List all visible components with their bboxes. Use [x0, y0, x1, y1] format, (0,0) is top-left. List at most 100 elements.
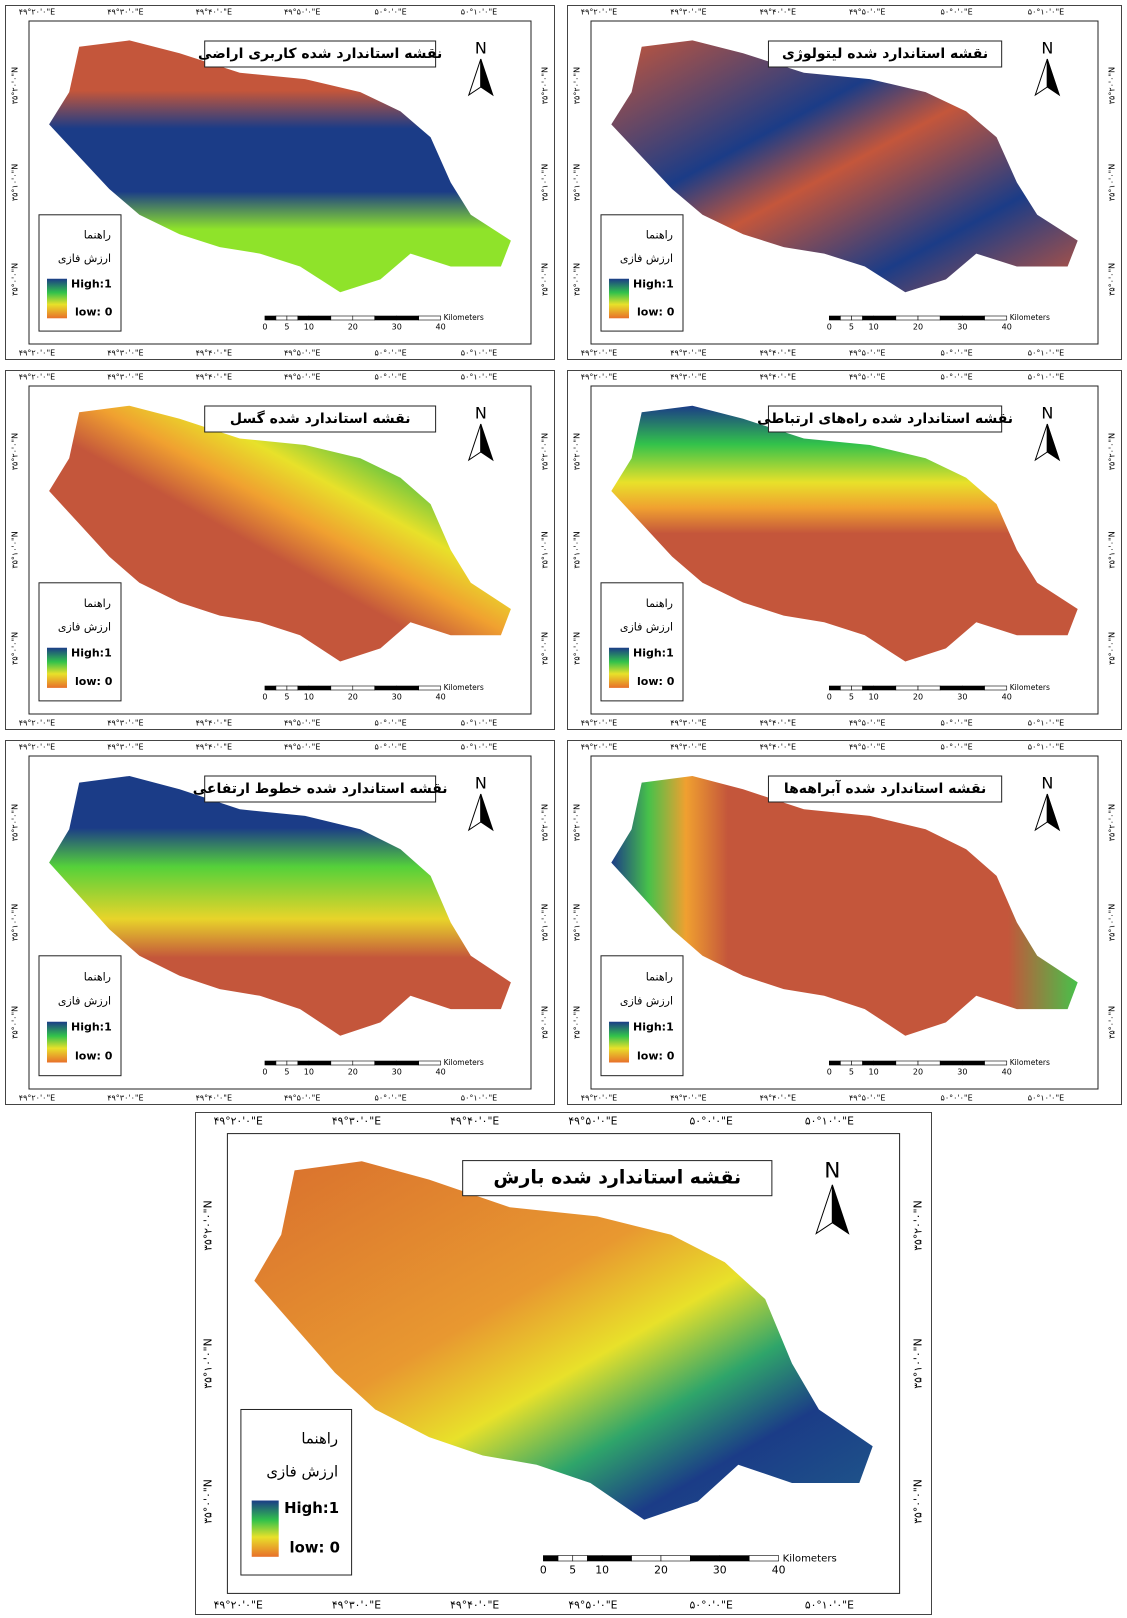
- scale-segment: [265, 686, 276, 690]
- longitude-label: ۴۹°۴۰'۰"E: [196, 743, 232, 752]
- longitude-label: ۴۹°۲۰'۰"E: [19, 8, 55, 17]
- longitude-label: ۵۰°۱۰'۰"E: [805, 1599, 854, 1612]
- scale-unit: Kilometers: [444, 1058, 484, 1067]
- scale-segment: [353, 316, 375, 320]
- longitude-label: ۵۰°۰'۰"E: [689, 1599, 733, 1612]
- longitude-label: ۵۰°۱۰'۰"E: [461, 1094, 497, 1103]
- scale-label: 20: [913, 693, 923, 702]
- longitude-label: ۴۹°۳۰'۰"E: [670, 8, 706, 17]
- scale-segment: [918, 686, 940, 690]
- scale-label: 0: [827, 1068, 832, 1077]
- latitude-label: ۳۵°۱۰'۰"N: [573, 904, 582, 941]
- scale-segment: [375, 686, 397, 690]
- scale-label: 5: [284, 1068, 289, 1077]
- longitude-label: ۴۹°۳۰'۰"E: [107, 373, 143, 382]
- legend-low: low: 0: [637, 675, 675, 688]
- latitude-label: ۳۵°۰'۰"N: [541, 632, 550, 665]
- longitude-label: ۴۹°۴۰'۰"E: [760, 8, 796, 17]
- longitude-label: ۴۹°۳۰'۰"E: [670, 349, 706, 358]
- scale-segment: [287, 316, 298, 320]
- scale-segment: [829, 316, 840, 320]
- longitude-label: ۴۹°۳۰'۰"E: [670, 1094, 706, 1103]
- scale-segment: [962, 316, 984, 320]
- longitude-label: ۴۹°۳۰'۰"E: [107, 719, 143, 728]
- north-label: N: [824, 1158, 840, 1183]
- latitude-label: ۳۵°۱۰'۰"N: [11, 164, 20, 201]
- legend-title: راهنما: [646, 229, 673, 242]
- scale-label: 10: [869, 693, 879, 702]
- latitude-label: ۳۵°۰'۰"N: [541, 263, 550, 296]
- scale-label: 40: [436, 323, 446, 332]
- scale-label: 0: [827, 693, 832, 702]
- latitude-label: ۳۵°۰'۰"N: [573, 263, 582, 296]
- latitude-label: ۳۵°۱۰'۰"N: [912, 1338, 925, 1388]
- longitude-label: ۴۹°۳۰'۰"E: [107, 743, 143, 752]
- scale-label: 5: [284, 693, 289, 702]
- longitude-label: ۵۰°۰'۰"E: [941, 719, 973, 728]
- scale-label: 0: [262, 323, 267, 332]
- longitude-label: ۴۹°۵۰'۰"E: [284, 719, 320, 728]
- longitude-label: ۴۹°۵۰'۰"E: [849, 8, 885, 17]
- legend-low: low: 0: [637, 1049, 675, 1062]
- scale-label: 10: [869, 1068, 879, 1077]
- scale-label: 10: [304, 1068, 314, 1077]
- longitude-label: ۴۹°۳۰'۰"E: [107, 349, 143, 358]
- longitude-label: ۵۰°۰'۰"E: [941, 373, 973, 382]
- scale-segment: [265, 1061, 276, 1065]
- latitude-label: ۳۵°۰'۰"N: [573, 632, 582, 665]
- longitude-label: ۴۹°۲۰'۰"E: [581, 719, 617, 728]
- latitude-label: ۳۵°۰'۰"N: [573, 1006, 582, 1039]
- scale-segment: [419, 686, 441, 690]
- scale-label: 0: [827, 323, 832, 332]
- scale-label: 30: [713, 1563, 727, 1576]
- latitude-label: ۳۵°۲۰'۰"N: [573, 67, 582, 104]
- latitude-label: ۳۵°۰'۰"N: [1108, 632, 1117, 665]
- scale-segment: [309, 686, 331, 690]
- scale-label: 30: [957, 1068, 967, 1077]
- longitude-label: ۵۰°۰'۰"E: [941, 1094, 973, 1103]
- latitude-label: ۳۵°۱۰'۰"N: [202, 1338, 215, 1388]
- longitude-label: ۵۰°۱۰'۰"E: [461, 719, 497, 728]
- scale-segment: [419, 1061, 441, 1065]
- longitude-label: ۵۰°۰'۰"E: [375, 719, 407, 728]
- scale-segment: [661, 1556, 690, 1561]
- scale-segment: [602, 1556, 631, 1561]
- scale-segment: [940, 1061, 962, 1065]
- scale-segment: [419, 316, 441, 320]
- scale-label: 20: [913, 1068, 923, 1077]
- scale-segment: [632, 1556, 661, 1561]
- scale-segment: [276, 316, 287, 320]
- latitude-label: ۳۵°۱۰'۰"N: [1108, 164, 1117, 201]
- latitude-label: ۳۵°۰'۰"N: [541, 1006, 550, 1039]
- scale-segment: [896, 316, 918, 320]
- legend-low: low: 0: [75, 305, 113, 318]
- longitude-label: ۴۹°۲۰'۰"E: [581, 373, 617, 382]
- longitude-label: ۴۹°۲۰'۰"E: [19, 1094, 55, 1103]
- scale-segment: [840, 1061, 851, 1065]
- scale-label: 40: [1002, 323, 1012, 332]
- longitude-label: ۵۰°۱۰'۰"E: [461, 743, 497, 752]
- scale-segment: [353, 1061, 375, 1065]
- longitude-label: ۴۹°۲۰'۰"E: [19, 349, 55, 358]
- scale-segment: [840, 686, 851, 690]
- longitude-label: ۴۹°۳۰'۰"E: [670, 373, 706, 382]
- scale-segment: [543, 1556, 558, 1561]
- map-panel: ۴۹°۲۰'۰"E۴۹°۲۰'۰"E۴۹°۳۰'۰"E۴۹°۳۰'۰"E۴۹°۴…: [568, 741, 1122, 1105]
- latitude-label: ۳۵°۲۰'۰"N: [573, 433, 582, 470]
- map-panel: ۴۹°۲۰'۰"E۴۹°۲۰'۰"E۴۹°۳۰'۰"E۴۹°۳۰'۰"E۴۹°۴…: [6, 371, 555, 730]
- legend-subtitle: ارزش فازی: [620, 621, 673, 634]
- scale-unit: Kilometers: [1010, 313, 1050, 322]
- latitude-label: ۳۵°۰'۰"N: [11, 1006, 20, 1039]
- latitude-label: ۳۵°۱۰'۰"N: [1108, 904, 1117, 941]
- latitude-label: ۳۵°۲۰'۰"N: [1108, 67, 1117, 104]
- longitude-label: ۴۹°۲۰'۰"E: [214, 1114, 263, 1127]
- longitude-label: ۴۹°۴۰'۰"E: [196, 8, 232, 17]
- scale-label: 5: [284, 323, 289, 332]
- north-label: N: [1041, 774, 1053, 793]
- scale-unit: Kilometers: [1010, 1058, 1050, 1067]
- legend-high: High:1: [633, 278, 674, 291]
- scale-label: 30: [392, 693, 402, 702]
- longitude-label: ۴۹°۵۰'۰"E: [849, 743, 885, 752]
- longitude-label: ۴۹°۴۰'۰"E: [450, 1599, 499, 1612]
- longitude-label: ۴۹°۴۰'۰"E: [760, 743, 796, 752]
